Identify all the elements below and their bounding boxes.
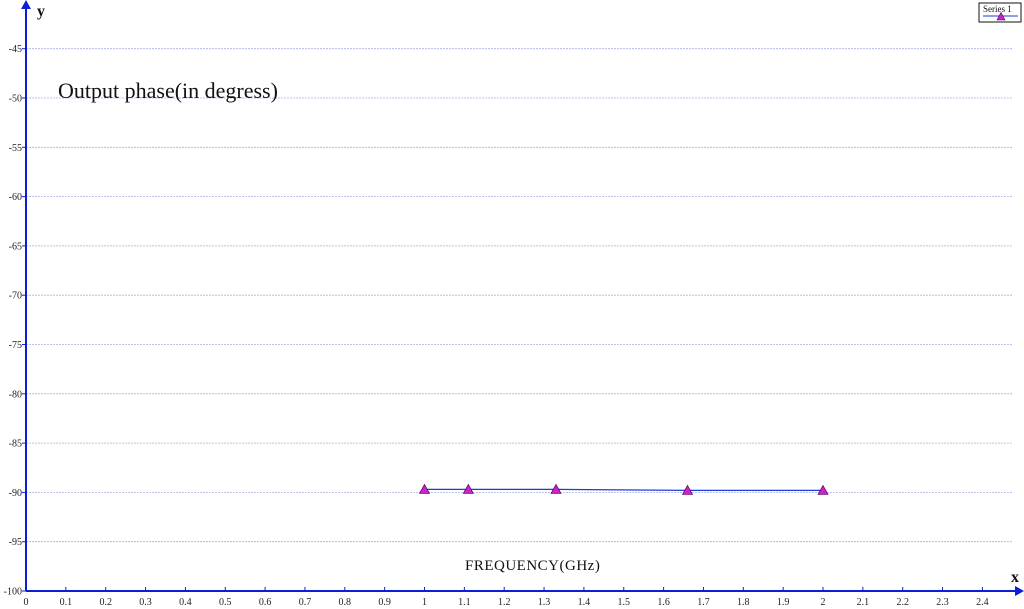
y-tick-label: -70: [9, 291, 22, 302]
legend-box: [978, 2, 1022, 23]
x-axis-label: FREQUENCY(GHz): [465, 558, 600, 574]
x-tick-label: 1.7: [697, 597, 710, 608]
y-axis-letter: y: [37, 3, 45, 20]
x-tick-label: 2.4: [976, 597, 989, 608]
y-axis-arrow: [21, 0, 31, 9]
x-tick-label: 1.2: [498, 597, 511, 608]
axes: [21, 0, 1024, 596]
x-tick-label: 0.3: [139, 597, 152, 608]
x-tick-label: 0.8: [339, 597, 352, 608]
x-tick-label: 0.7: [299, 597, 312, 608]
x-tick-label: 1.6: [657, 597, 670, 608]
y-tick-label: -45: [9, 44, 22, 55]
y-tick-label: -50: [9, 94, 22, 105]
legend: Series 1: [978, 2, 1022, 23]
x-tick-label: 0.5: [219, 597, 232, 608]
data-point: [550, 483, 562, 494]
y-tick-label: -85: [9, 439, 22, 450]
x-tick-label: 1.3: [538, 597, 551, 608]
data-point: [418, 483, 431, 494]
legend-series-label: Series 1: [983, 4, 1012, 14]
x-tick-label: 0.9: [378, 597, 391, 608]
x-tick-label: 0: [24, 597, 29, 608]
series-group: [418, 483, 829, 495]
x-tick-label: 1.1: [458, 597, 471, 608]
x-tick-label: 2.2: [896, 597, 909, 608]
y-tick-label: -60: [9, 192, 22, 203]
chart-title: Output phase(in degress): [58, 78, 278, 103]
data-point: [817, 484, 829, 495]
y-tick-label: -75: [9, 340, 22, 351]
x-tick-label: 0.6: [259, 597, 272, 608]
x-tick-label: 1: [422, 597, 427, 608]
grid-lines: [26, 48, 1012, 543]
series-line: [424, 488, 823, 491]
x-tick-labels: 0 0.1 0.2 0.3 0.4 0.5 0.6 0.7 0.8 0.9 1 1.1 1.2 1.3 1.…: [24, 597, 989, 608]
x-tick-label: 0.1: [60, 597, 73, 608]
y-tick-labels: -100 -95 -90 -85 -80 -75 -70 -65 -60 -55 -50 -45: [4, 44, 22, 597]
x-tick-label: 1.5: [618, 597, 631, 608]
y-tick-label: -95: [9, 537, 22, 548]
y-tick-label: -90: [9, 488, 22, 499]
x-tick-label: 1.8: [737, 597, 750, 608]
x-tick-label: 2.1: [857, 597, 870, 608]
y-tick-label: -65: [9, 241, 22, 252]
x-tick-label: 2: [821, 597, 826, 608]
data-point: [462, 483, 474, 494]
legend-series-marker: [996, 11, 1006, 21]
x-axis-letter: x: [1011, 569, 1019, 586]
x-tick-label: 2.3: [936, 597, 949, 608]
x-tick-label: 1.4: [578, 597, 591, 608]
data-point: [681, 484, 694, 495]
y-tick-label: -55: [9, 143, 22, 154]
x-tick-label: 0.4: [179, 597, 192, 608]
y-tick-label: -80: [9, 389, 22, 400]
y-tick-label: -100: [4, 587, 22, 598]
x-tick-label: 0.2: [99, 597, 112, 608]
x-axis-arrow: [1015, 586, 1024, 596]
x-tick-label: 1.9: [777, 597, 790, 608]
